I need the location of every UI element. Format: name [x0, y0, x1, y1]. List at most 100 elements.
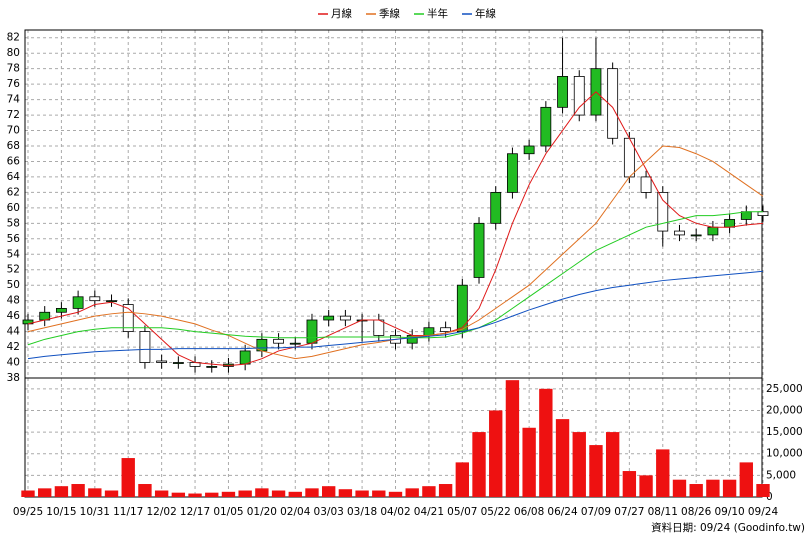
y-tick-label: 82	[7, 32, 20, 44]
volume-bar	[505, 380, 520, 497]
volume-bar	[405, 488, 419, 497]
y-tick-label: 68	[7, 140, 20, 152]
x-tick-label: 12/02	[147, 506, 177, 518]
candle-body	[339, 315, 351, 321]
y-tick-label: 48	[7, 295, 20, 307]
volume-bar	[438, 484, 453, 497]
legend-label: 年線	[475, 7, 496, 20]
y-tick-label: 62	[7, 186, 20, 198]
legend-label: 半年	[427, 7, 448, 20]
candle-body	[289, 342, 301, 345]
legend-label: 季線	[379, 7, 400, 20]
y-tick-label: 58	[7, 217, 20, 229]
y-tick-label: 76	[7, 78, 21, 90]
x-tick-label: 07/09	[581, 506, 611, 518]
candle-body	[540, 106, 552, 147]
volume-bar	[138, 484, 152, 497]
volume-bar	[338, 489, 353, 497]
volume-bar	[21, 490, 35, 497]
x-tick-label: 09/25	[13, 506, 43, 518]
ma-line	[27, 211, 763, 346]
plot-bg	[25, 30, 762, 497]
x-tick-label: 06/24	[547, 506, 578, 518]
volume-bar	[472, 432, 486, 497]
candle-body	[273, 338, 284, 344]
volume-bar	[205, 492, 219, 497]
y-tick-label: 40	[7, 357, 20, 369]
y2-tick-label: 20,000	[766, 404, 803, 416]
volume-bar	[555, 419, 570, 497]
volume-bar	[238, 490, 252, 497]
volume-bar	[722, 479, 737, 497]
x-tick-label: 12/17	[180, 506, 210, 518]
volume-bar	[322, 486, 336, 497]
volume-bar	[54, 486, 69, 497]
volume-bar	[221, 491, 236, 497]
x-tick-label: 09/24	[748, 506, 779, 518]
y-tick-label: 56	[7, 233, 21, 245]
volume-bar	[522, 427, 536, 497]
x-tick-label: 05/22	[481, 506, 511, 518]
y2-tick-label: 25,000	[766, 383, 803, 395]
x-tick-label: 04/21	[414, 506, 444, 518]
candle-body	[172, 362, 184, 364]
volume-bar	[622, 471, 637, 497]
volume-bar	[756, 484, 770, 497]
volume-bar	[589, 445, 603, 497]
y-tick-label: 42	[7, 341, 20, 353]
candle-body	[306, 319, 318, 344]
x-tick-label: 08/11	[648, 506, 678, 518]
volume-bar	[539, 388, 553, 497]
volume-bar	[104, 490, 119, 497]
y-tick-label: 72	[7, 109, 20, 121]
volume-bar	[689, 484, 703, 497]
y-tick-label: 38	[7, 372, 20, 384]
y-tick-label: 70	[7, 125, 20, 137]
y-tick-label: 74	[7, 94, 21, 106]
candle-body	[323, 315, 335, 321]
volume-bar	[88, 488, 102, 497]
volume-bar	[71, 484, 85, 497]
volume-bar	[188, 493, 202, 497]
volume-bar	[305, 488, 319, 497]
x-tick-label: 07/27	[614, 506, 644, 518]
volume-bar	[572, 432, 586, 497]
x-tick-label: 09/10	[714, 506, 744, 518]
candle-body	[507, 153, 518, 193]
candle-body	[573, 76, 585, 116]
candle-body	[490, 191, 502, 224]
volume-bar	[372, 490, 386, 497]
candle-body	[607, 68, 619, 139]
candle-body	[456, 284, 468, 333]
volume-bar	[739, 462, 753, 497]
candle-body	[640, 176, 652, 193]
x-tick-label: 10/31	[80, 506, 110, 518]
y-tick-label: 54	[7, 248, 21, 260]
candle-body	[473, 222, 485, 278]
candle-body	[72, 296, 84, 309]
volume-bar	[355, 490, 369, 497]
volume-bar	[489, 410, 503, 497]
candle-body	[89, 296, 101, 302]
volume-bar	[288, 491, 302, 497]
candle-body	[757, 211, 769, 217]
y-tick-label: 78	[7, 63, 20, 75]
x-tick-label: 04/02	[380, 506, 410, 518]
volume-bar	[706, 479, 720, 497]
x-tick-label: 01/05	[213, 506, 243, 518]
volume-bar	[656, 449, 670, 497]
y-tick-label: 52	[7, 264, 20, 276]
candle-body	[674, 230, 685, 236]
candle-body	[122, 304, 134, 332]
candle-body	[106, 300, 117, 303]
candle-body	[440, 327, 452, 333]
x-tick-label: 02/04	[280, 506, 311, 518]
volume-bar	[38, 488, 52, 497]
y-tick-label: 50	[7, 279, 20, 291]
candle-body	[206, 365, 218, 368]
footnote: 資料日期: 09/24 (Goodinfo.tw)	[651, 521, 805, 534]
y-tick-label: 80	[7, 47, 20, 59]
volume-bar	[639, 475, 653, 497]
